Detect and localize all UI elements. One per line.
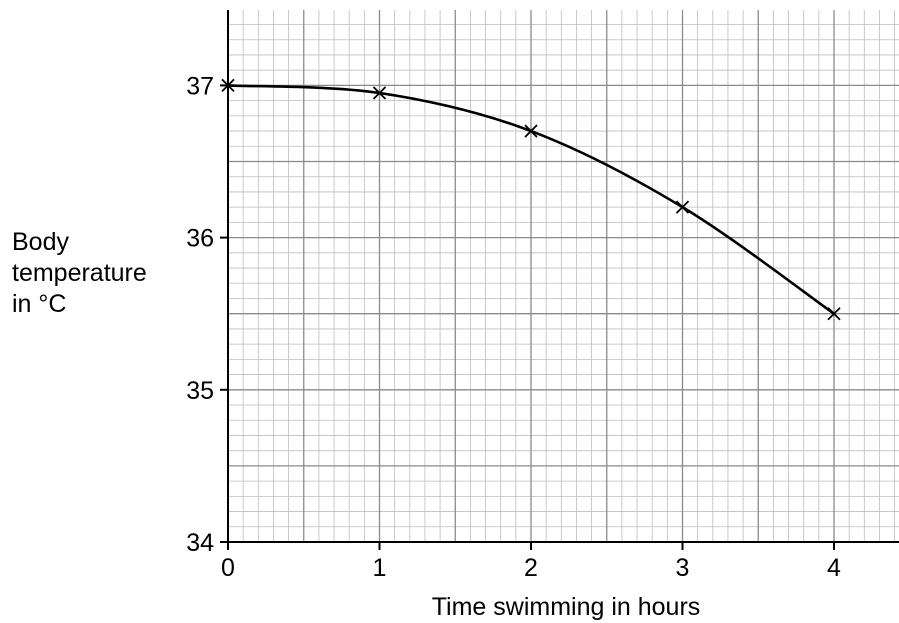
y-tick-label: 37 bbox=[186, 72, 214, 100]
data-point-marker bbox=[675, 200, 690, 214]
x-axis-label: Time swimming in hours bbox=[432, 593, 701, 621]
x-tick-label: 2 bbox=[524, 554, 538, 582]
y-axis-label-line: in °C bbox=[12, 290, 67, 318]
y-axis-label-line: Body bbox=[12, 228, 69, 256]
y-axis-label: Body temperature in °C bbox=[12, 227, 147, 320]
minor-gridlines bbox=[228, 10, 899, 542]
y-tick-label: 34 bbox=[186, 529, 214, 557]
x-tick-label: 4 bbox=[827, 554, 841, 582]
data-point-marker bbox=[221, 78, 235, 93]
y-axis-label-line: temperature bbox=[12, 259, 147, 287]
data-point-marker bbox=[524, 124, 538, 138]
x-tick-label: 0 bbox=[221, 554, 235, 582]
data-point-marker bbox=[372, 86, 387, 100]
marker-stroke bbox=[524, 124, 538, 138]
y-tick-label: 35 bbox=[186, 377, 214, 405]
y-tick-label: 36 bbox=[186, 225, 214, 253]
x-tick-label: 3 bbox=[676, 554, 690, 582]
marker-stroke bbox=[827, 307, 841, 321]
major-gridlines bbox=[227, 10, 899, 543]
marker-stroke bbox=[372, 86, 387, 100]
x-tick-label: 1 bbox=[373, 554, 387, 582]
marker-stroke bbox=[221, 78, 235, 93]
series-layer bbox=[221, 78, 841, 321]
data-point-marker bbox=[827, 307, 841, 321]
marker-stroke bbox=[675, 200, 690, 214]
axes bbox=[227, 10, 899, 543]
